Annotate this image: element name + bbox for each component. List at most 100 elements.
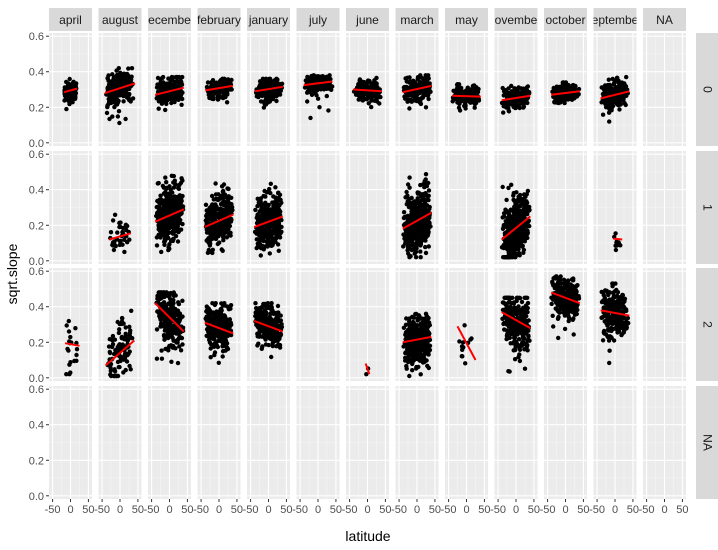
data-point (371, 91, 376, 96)
data-point (421, 224, 426, 229)
data-point (571, 83, 576, 88)
data-point (517, 213, 523, 219)
data-point (217, 79, 223, 84)
data-point (606, 77, 611, 82)
data-point (65, 346, 70, 352)
data-point (271, 221, 277, 227)
data-point (273, 185, 278, 190)
data-point (506, 252, 511, 257)
data-point (115, 80, 121, 86)
fit-line-0-march (402, 84, 432, 94)
data-point (154, 85, 160, 90)
data-point (111, 82, 117, 87)
data-point (415, 92, 420, 97)
data-point (171, 220, 176, 226)
data-point (214, 89, 220, 94)
data-point (107, 116, 112, 122)
data-point (275, 222, 281, 227)
data-point (252, 229, 258, 235)
data-point (618, 84, 623, 89)
data-point (123, 367, 128, 373)
data-point (401, 244, 406, 249)
data-point (456, 98, 462, 103)
data-point (260, 76, 266, 82)
data-point (263, 97, 268, 102)
data-point (525, 224, 530, 229)
data-point (422, 203, 428, 209)
data-point (519, 99, 524, 104)
data-point (166, 93, 172, 98)
data-point (315, 74, 320, 79)
data-point (327, 86, 332, 91)
data-point (175, 239, 181, 244)
data-point (506, 109, 512, 114)
data-point (323, 75, 328, 81)
data-point (114, 72, 120, 78)
data-point (369, 85, 374, 91)
data-point (426, 197, 431, 203)
data-point (267, 251, 272, 256)
points-1-ovembe (499, 182, 532, 260)
data-point (125, 79, 130, 84)
data-point (173, 182, 178, 187)
data-point (511, 197, 516, 202)
data-point (623, 84, 629, 89)
data-point (403, 96, 408, 101)
data-point (607, 119, 612, 124)
data-point (219, 196, 224, 201)
data-point (407, 255, 412, 260)
data-point (310, 74, 316, 79)
data-point (74, 358, 79, 363)
data-point (418, 194, 424, 199)
data-point (307, 76, 312, 81)
data-point (276, 190, 281, 195)
data-point (226, 186, 231, 192)
data-point (161, 211, 166, 216)
data-point (413, 255, 419, 260)
data-point (223, 221, 228, 227)
data-point (454, 82, 460, 88)
data-point (179, 102, 184, 108)
data-point (267, 93, 272, 99)
data-point (562, 85, 568, 90)
data-point (413, 242, 418, 247)
data-point (257, 79, 263, 84)
data-point (159, 249, 164, 255)
data-point (555, 95, 560, 101)
data-point (258, 199, 263, 204)
data-point (424, 234, 429, 239)
data-point (226, 199, 231, 205)
data-point (410, 92, 416, 98)
data-point (512, 103, 517, 109)
data-point (617, 107, 622, 112)
data-point (357, 77, 363, 82)
data-point (170, 92, 175, 97)
data-point (115, 230, 120, 235)
data-point (504, 197, 509, 203)
data-point (565, 97, 571, 102)
data-point (600, 91, 606, 97)
data-point (213, 236, 219, 242)
data-point (205, 80, 211, 85)
data-point (554, 100, 559, 105)
fit-line-0-january (254, 85, 283, 93)
data-point (116, 109, 122, 114)
data-point (161, 83, 166, 89)
data-point (266, 211, 272, 216)
data-point (316, 84, 321, 89)
data-point (423, 238, 428, 243)
data-point (615, 75, 620, 81)
data-point (167, 246, 172, 251)
data-point (74, 352, 79, 358)
data-point (113, 91, 118, 97)
data-point (622, 101, 627, 106)
data-point (423, 191, 428, 196)
data-point (459, 85, 464, 91)
data-point (466, 91, 472, 96)
data-point (423, 105, 429, 110)
data-point (417, 208, 422, 213)
data-point (172, 81, 178, 86)
data-point (407, 80, 412, 85)
data-point (500, 184, 505, 190)
